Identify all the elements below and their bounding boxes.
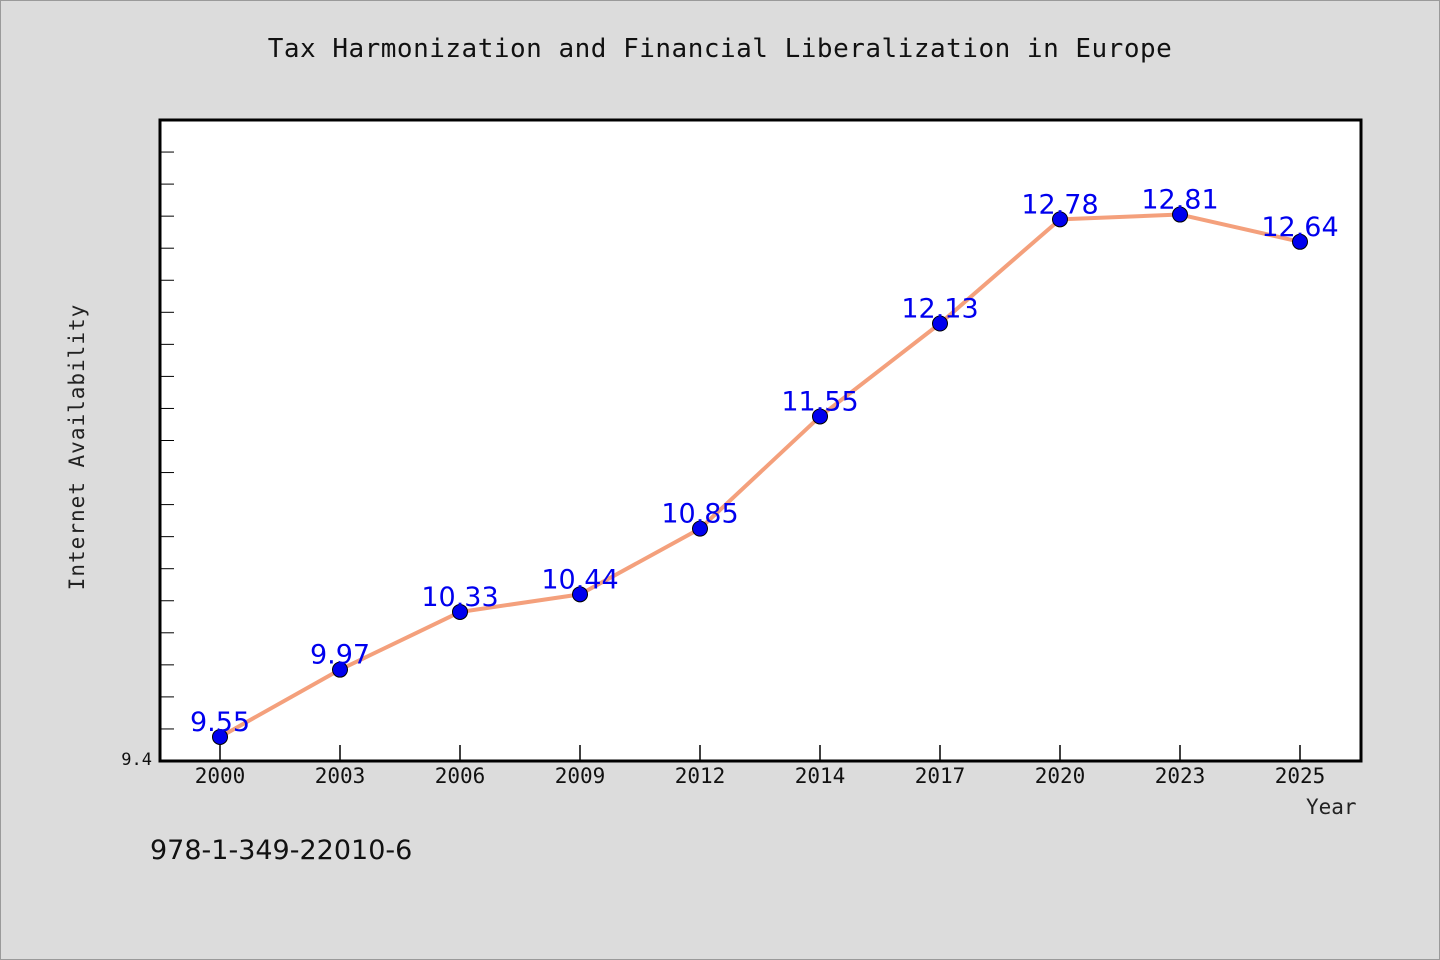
x-tick-label: 2012: [675, 764, 726, 788]
x-tick-label: 2000: [195, 764, 246, 788]
data-label: 9.55: [190, 707, 250, 738]
data-label: 11.55: [781, 386, 858, 417]
data-label: 9.97: [310, 640, 370, 671]
x-tick-label: 2006: [435, 764, 486, 788]
x-tick-label: 2025: [1275, 764, 1326, 788]
data-label: 12.81: [1141, 185, 1218, 216]
data-point: [1172, 206, 1188, 223]
data-point: [932, 315, 948, 332]
y-tick-label: 9.4: [121, 750, 152, 770]
data-point: [572, 586, 588, 603]
x-tick-label: 2003: [315, 764, 366, 788]
data-label: 10.44: [541, 564, 618, 595]
data-point: [332, 661, 348, 678]
data-label: 12.78: [1021, 189, 1098, 220]
x-tick-label: 2017: [915, 764, 966, 788]
plot-area: [160, 120, 1361, 761]
data-point: [1292, 233, 1308, 250]
chart-title: Tax Harmonization and Financial Liberali…: [267, 34, 1173, 64]
data-label: 12.13: [901, 294, 978, 325]
x-tick-label: 2020: [1035, 764, 1086, 788]
data-point: [692, 520, 708, 537]
data-point: [452, 603, 468, 620]
series-line: [218, 212, 1302, 739]
x-tick-label: 2014: [795, 764, 846, 788]
x-tick-label: 2023: [1155, 764, 1206, 788]
plot-border: [158, 118, 1363, 763]
data-point: [1052, 211, 1068, 228]
data-point: [212, 728, 228, 745]
data-label: 10.85: [661, 499, 738, 530]
footnote-isbn: 978-1-349-22010-6: [150, 835, 413, 866]
data-point: [812, 408, 828, 425]
data-label: 10.33: [421, 582, 498, 613]
x-tick-label: 2009: [555, 764, 606, 788]
data-label: 12.64: [1261, 212, 1338, 243]
x-axis-label: Year: [1306, 795, 1357, 819]
